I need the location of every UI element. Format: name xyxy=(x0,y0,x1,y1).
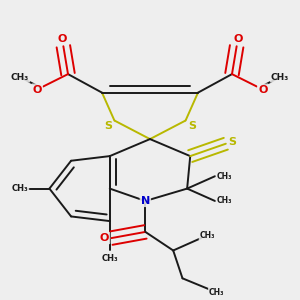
Text: S: S xyxy=(229,137,237,147)
Text: O: O xyxy=(100,233,109,243)
Text: S: S xyxy=(104,121,112,131)
Text: CH₃: CH₃ xyxy=(271,73,289,82)
Text: CH₃: CH₃ xyxy=(217,172,232,181)
Text: CH₃: CH₃ xyxy=(11,73,29,82)
Text: S: S xyxy=(188,121,196,131)
Text: CH₃: CH₃ xyxy=(209,288,224,297)
Text: O: O xyxy=(32,85,42,94)
Text: O: O xyxy=(233,34,243,44)
Text: CH₃: CH₃ xyxy=(217,196,232,206)
Text: CH₃: CH₃ xyxy=(12,184,28,193)
Text: O: O xyxy=(258,85,268,94)
Text: O: O xyxy=(57,34,67,44)
Text: CH₃: CH₃ xyxy=(200,230,215,239)
Text: CH₃: CH₃ xyxy=(101,254,118,263)
Text: N: N xyxy=(141,196,150,206)
